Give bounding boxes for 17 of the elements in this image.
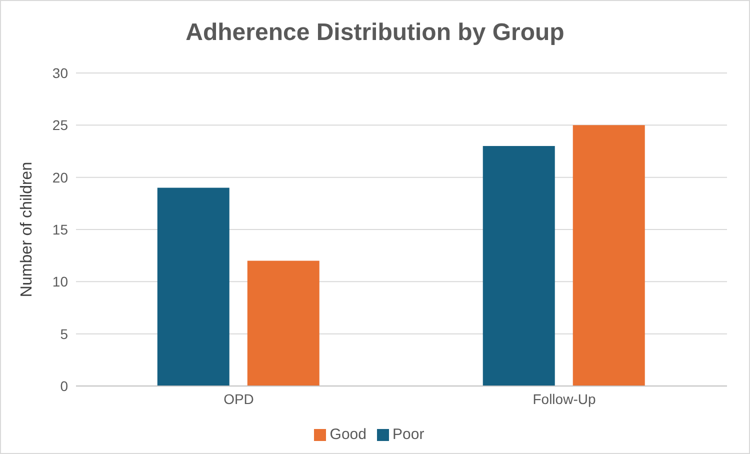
y-tick-label: 5 — [60, 326, 68, 342]
x-tick-label: Follow-Up — [532, 390, 596, 407]
y-tick-label: 0 — [60, 378, 68, 394]
bar — [157, 188, 230, 386]
legend-label: Poor — [392, 426, 424, 443]
y-axis-title: Number of children — [18, 162, 36, 298]
bar — [247, 260, 320, 386]
chart-title: Adherence Distribution by Group — [184, 19, 566, 47]
y-tick-label: 25 — [52, 117, 68, 134]
x-tick-label: OPD — [224, 390, 254, 407]
y-tick-label: 20 — [52, 169, 68, 186]
legend-label: Good — [330, 426, 366, 443]
bar — [482, 146, 555, 386]
bar — [572, 125, 645, 386]
y-tick-label: 10 — [52, 274, 68, 290]
y-tick-label: 15 — [52, 221, 68, 238]
y-tick-label: 30 — [52, 64, 68, 81]
